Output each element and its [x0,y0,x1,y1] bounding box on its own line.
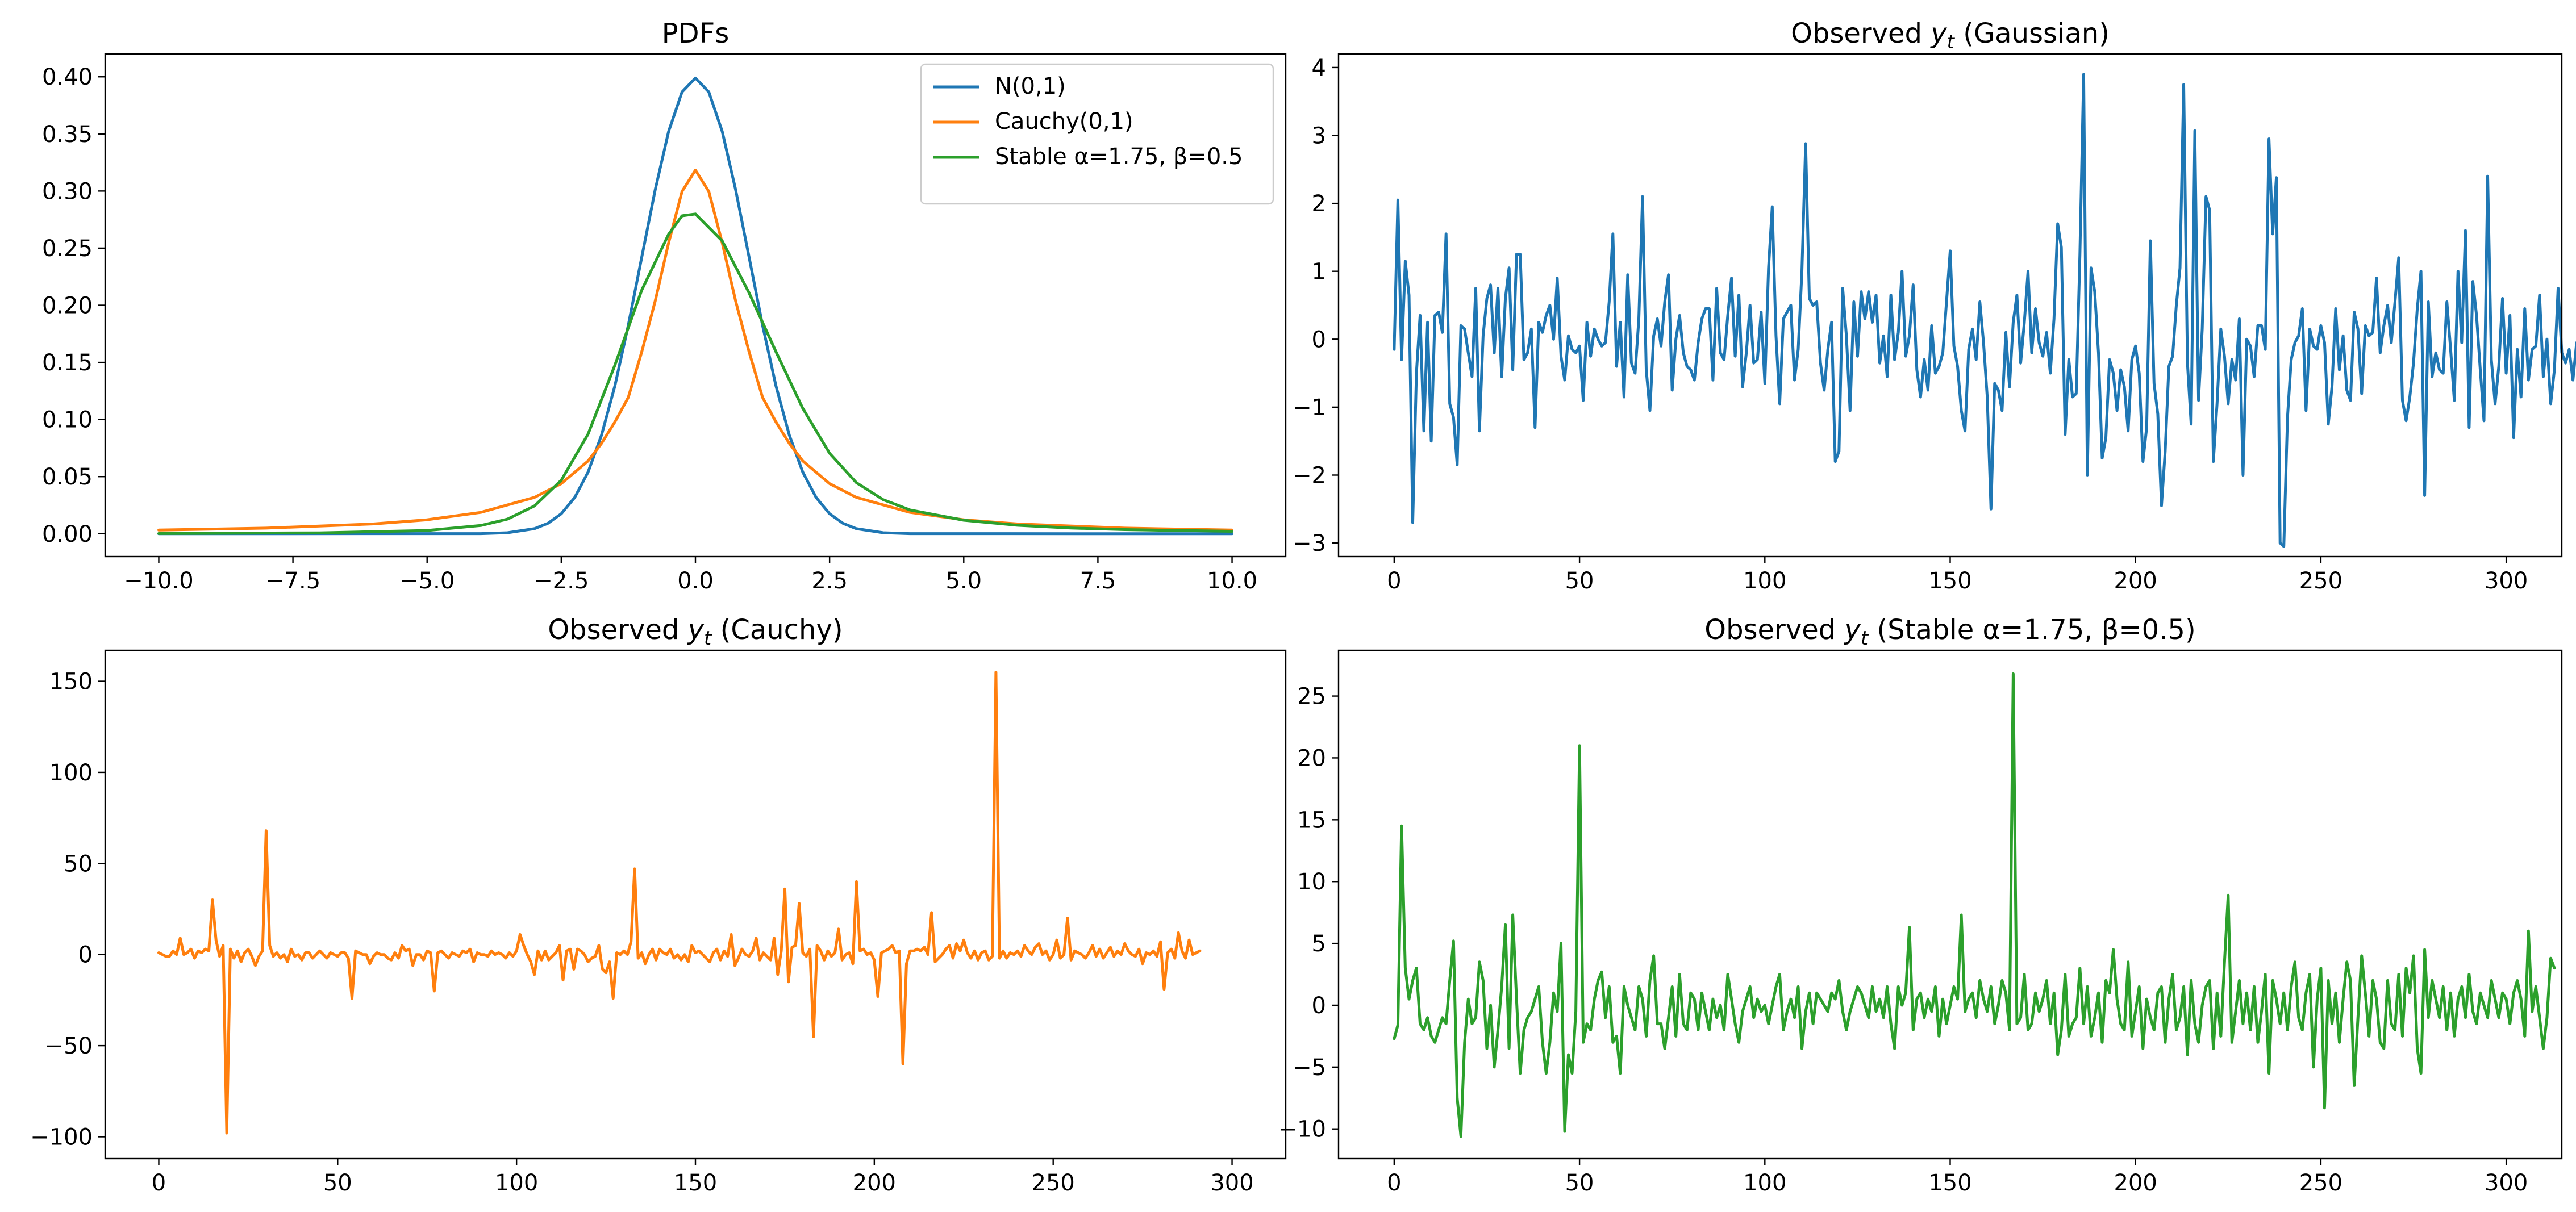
pdfs-y-tick-label-8: 0.40 [42,64,93,90]
cauchy-y-tick-label-3: 50 [64,851,93,877]
pdfs-y-tick-label-7: 0.35 [42,122,93,148]
stable-y-tick-label-7: 25 [1297,684,1326,710]
pdfs-legend-box [920,63,1274,205]
stable-x-tick-label-5: 250 [2299,1170,2342,1196]
axes-stable: 0 50 100 150 200 250 300 −10 −5 0 5 10 15 20 25 Observe… [1278,614,2563,1196]
stable-y-tick-label-1: −5 [1293,1055,1326,1081]
cauchy-y-tick-label-0: −100 [30,1125,93,1151]
pdfs-y-tick-label-5: 0.25 [42,236,93,262]
pdfs-series-line-2 [157,212,1233,535]
pdfs-y-tick-label-1: 0.05 [42,464,93,490]
axes-gaussian: 0 50 100 150 200 250 300 −3 −2 −1 0 1 2 3 4 Observed yt… [1293,18,2576,594]
cauchy-x-tick-label-2: 100 [495,1170,538,1196]
gaussian-y-tick-label-1: −2 [1293,462,1326,488]
stable-chart-title: Observed yt (Stable α=1.75, β=0.5) [1704,614,2195,650]
stable-y-tick-label-2: 0 [1312,993,1326,1019]
pdfs-legend: N(0,1) Cauchy(0,1) Stable α=1.75, β=0.5 [920,63,1274,205]
cauchy-series-line-0 [157,671,1202,1135]
cauchy-chart-title: Observed yt (Cauchy) [548,614,843,650]
pdfs-legend-label-2: Stable α=1.75, β=0.5 [995,144,1243,170]
stable-y-tick-label-6: 20 [1297,745,1326,771]
stable-y-tick-label-5: 15 [1297,807,1326,833]
cauchy-x-tick-label-3: 150 [674,1170,717,1196]
cauchy-x-tick-label-1: 50 [323,1170,352,1196]
pdfs-x-tick-label-0: −10.0 [124,568,194,594]
stable-x-tick-label-0: 0 [1387,1170,1401,1196]
pdfs-x-tick-label-3: −2.5 [533,568,589,594]
cauchy-y-tick-label-5: 150 [49,669,93,695]
gaussian-y-tick-label-5: 2 [1312,191,1326,217]
pdfs-y-tick-label-0: 0.00 [42,521,93,548]
pdfs-chart-title: PDFs [662,18,730,49]
stable-x-tick-label-4: 200 [2114,1170,2157,1196]
cauchy-y-tick-label-2: 0 [78,942,93,968]
gaussian-x-tick-label-6: 300 [2485,568,2528,594]
gaussian-y-tick-label-3: 0 [1312,327,1326,353]
pdfs-y-tick-label-2: 0.10 [42,407,93,433]
stable-y-tick-label-3: 5 [1312,931,1326,957]
axes-pdfs: −10.0 −7.5 −5.0 −2.5 0.0 2.5 5.0 7.5 10.0 0.00 0.0… [42,18,1287,594]
gaussian-chart-title: Observed yt (Gaussian) [1791,18,2110,53]
pdfs-x-tick-label-2: −5.0 [399,568,455,594]
gaussian-y-tick-label-7: 4 [1312,55,1326,81]
stable-series-line-0 [1393,672,2556,1138]
pdfs-y-tick-label-4: 0.20 [42,293,93,319]
pdfs-x-tick-label-8: 10.0 [1207,568,1257,594]
pdfs-x-tick-label-6: 5.0 [945,568,982,594]
pdfs-x-tick-label-4: 0.0 [677,568,714,594]
stable-x-tick-label-1: 50 [1565,1170,1594,1196]
stable-y-tick-label-4: 10 [1297,869,1326,895]
pdfs-series-line-0 [157,76,1233,536]
cauchy-x-tick-label-0: 0 [152,1170,166,1196]
pdfs-legend-label-0: N(0,1) [995,73,1066,99]
gaussian-y-tick-label-2: −1 [1293,395,1326,421]
cauchy-y-tick-label-1: −50 [45,1033,93,1059]
gaussian-x-tick-label-5: 250 [2299,568,2342,594]
stable-x-tick-label-6: 300 [2485,1170,2528,1196]
gaussian-y-tick-label-0: −3 [1293,530,1326,557]
cauchy-x-tick-label-5: 250 [1032,1170,1075,1196]
gaussian-series-line-0 [1393,73,2576,548]
gaussian-x-tick-label-1: 50 [1565,568,1594,594]
gaussian-x-tick-label-0: 0 [1387,568,1401,594]
cauchy-x-tick-label-6: 300 [1210,1170,1253,1196]
pdfs-legend-label-1: Cauchy(0,1) [995,108,1133,135]
pdfs-y-tick-label-6: 0.30 [42,178,93,204]
cauchy-x-tick-label-4: 200 [853,1170,896,1196]
pdfs-y-tick-label-3: 0.15 [42,350,93,376]
stable-y-tick-label-0: −10 [1278,1117,1326,1143]
stable-x-tick-label-3: 150 [1928,1170,1971,1196]
gaussian-x-tick-label-2: 100 [1743,568,1786,594]
axes-cauchy: 0 50 100 150 200 250 300 −100 −50 0 50 100 150 Observ… [30,614,1287,1196]
pdfs-series-line-1 [157,169,1233,532]
stable-x-tick-label-2: 100 [1743,1170,1786,1196]
gaussian-x-tick-label-3: 150 [1928,568,1971,594]
gaussian-y-tick-label-4: 1 [1312,259,1326,285]
gaussian-x-tick-label-4: 200 [2114,568,2157,594]
gaussian-y-tick-label-6: 3 [1312,123,1326,149]
pdfs-x-tick-label-5: 2.5 [811,568,848,594]
pdfs-x-tick-label-7: 7.5 [1080,568,1116,594]
pdfs-x-tick-label-1: −7.5 [265,568,320,594]
cauchy-y-tick-label-4: 100 [49,760,93,786]
